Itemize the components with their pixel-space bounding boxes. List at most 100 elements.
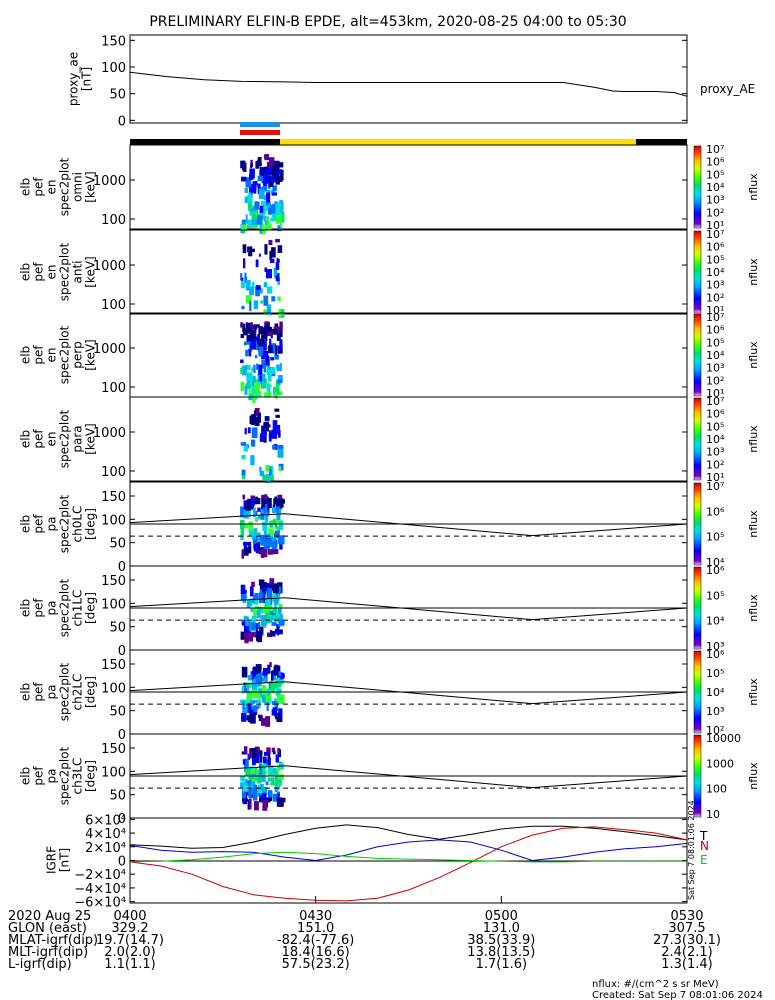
spectrogram-pixel — [253, 410, 256, 419]
spec-panel-ylabel-line: elb — [19, 515, 33, 533]
spectrogram-pixel — [271, 520, 274, 525]
spec-panel-ytick-label: 1000 — [93, 259, 126, 274]
spectrogram-pixel — [271, 622, 277, 626]
igrf-ylabel-line: [nT] — [58, 848, 72, 872]
spectrogram-pixel — [240, 529, 245, 538]
spectrogram-pixel — [276, 793, 280, 798]
spectrogram-pixel — [265, 355, 270, 365]
spec-panel-ylabel-line: en — [45, 348, 59, 363]
spectrogram-pixel — [248, 633, 254, 642]
spectrogram-pixel — [241, 224, 247, 232]
spectrogram-pixel — [263, 340, 267, 351]
spec-panel-ylabel-line: [deg] — [84, 592, 98, 624]
colorbar-tick: 10² — [706, 206, 724, 219]
spec-panel-ylabel-line: pa — [45, 769, 59, 784]
spectrogram-pixel — [243, 682, 248, 693]
spectrogram-pixel — [256, 610, 261, 619]
spectrogram-pixel — [274, 530, 280, 537]
spectrogram-pixel — [259, 170, 262, 176]
spectrogram-pixel — [278, 346, 282, 350]
spectrogram-pixel — [246, 219, 253, 229]
table-cell: -82.4(-77.6) — [277, 933, 354, 948]
spectrogram-pixel — [252, 205, 259, 217]
spectrogram-pixel — [254, 599, 259, 605]
science-zone-blue-bar — [240, 122, 280, 127]
spec-panel-ylabel-line: pef — [32, 766, 46, 786]
spectrogram-pixel — [246, 684, 250, 693]
spectrogram-pixel — [259, 797, 262, 802]
spectrogram-pixel — [249, 168, 255, 179]
spectrogram-pixel — [276, 334, 281, 341]
spec-panel-ytick-label: 0 — [118, 812, 126, 827]
spectrogram-pixel — [241, 713, 247, 722]
spectrogram-pixel — [271, 192, 277, 196]
spectrogram-pixel — [275, 691, 281, 696]
spectrogram-pixel — [256, 363, 259, 370]
spectrogram-pixel — [251, 385, 255, 397]
spectrogram-pixel — [279, 363, 282, 372]
spectrogram-pixel — [261, 538, 264, 543]
spectrogram-pixel — [247, 246, 251, 253]
spec-panel-ylabel-line: en — [45, 180, 59, 195]
panel-frame — [129, 144, 688, 230]
colorbar-tick: 10⁴ — [706, 349, 725, 362]
spectrogram-pixel — [272, 583, 278, 594]
spectrogram-pixel — [261, 359, 266, 369]
spectrogram-pixel — [250, 586, 254, 597]
spectrogram-pixel — [240, 535, 244, 541]
panel-proxy-ae-yticks: 150 100 50 0 — [101, 34, 687, 129]
spectrogram-pixel — [261, 685, 267, 695]
spectrogram-pixel — [272, 750, 276, 755]
spectrogram-pixel — [248, 702, 252, 713]
spec-panel-ytick-label: 150 — [101, 658, 126, 673]
spectrogram-pixel — [276, 766, 280, 771]
spectrogram-pixel — [251, 581, 255, 587]
spectrogram-pixel — [264, 494, 268, 500]
spectrogram-pixel — [277, 448, 284, 458]
spectrogram-pixel — [271, 747, 275, 753]
spectrogram-pixel — [274, 427, 280, 431]
spectrogram-pixel — [249, 415, 255, 425]
colorbar-tick: 10 — [706, 808, 720, 821]
spectrogram-pixel — [261, 717, 267, 726]
spectrogram-pixel — [244, 632, 249, 644]
spectrogram-pixel — [261, 775, 266, 782]
spec-panel-ylabel-line: [keV] — [84, 256, 98, 287]
spectrogram-pixel — [269, 662, 272, 667]
spectrogram-pixel — [267, 753, 271, 763]
spec-panel-ylabel-line: ch3LC — [71, 758, 85, 795]
spectrogram-pixel — [249, 700, 253, 706]
colorbar-tick: 10⁷ — [706, 480, 724, 493]
spectrogram-pixel — [274, 712, 280, 720]
spectrogram-pixel — [259, 795, 265, 803]
panel-igrf: IGRF[nT] 6×10⁴4×10⁴2×10⁴0−2×10⁴−4×10⁴−6×… — [45, 800, 709, 910]
spectrogram-pixel — [244, 758, 249, 768]
colorbar-tick: 10³ — [706, 194, 724, 207]
colorbar-label: nflux — [747, 341, 760, 369]
spectrogram-pixel — [249, 173, 254, 180]
spectrogram-pixel — [265, 473, 271, 483]
spec-panel-ytick-label: 150 — [101, 574, 126, 589]
colorbar-tick: 10⁵ — [706, 336, 724, 349]
colorbar-tick: 10⁵ — [706, 420, 724, 433]
spectrogram-pixel — [273, 267, 278, 276]
spectrogram-data — [240, 662, 285, 727]
spectrogram-pixel — [259, 549, 266, 554]
spectrogram-pixel — [263, 756, 267, 764]
spectrogram-pixel — [271, 329, 277, 335]
spectrogram-pixel — [263, 668, 269, 672]
spectrogram-pixel — [268, 373, 272, 382]
proxy-ae-ytick-label: 50 — [109, 88, 126, 103]
igrf-ytick-label: −4×10⁴ — [74, 882, 126, 897]
spectrogram-pixel — [265, 612, 271, 624]
panel-frame — [129, 229, 688, 315]
colorbar-label: nflux — [747, 510, 760, 538]
colorbar-tick: 10⁶ — [706, 241, 725, 254]
spectrogram-data — [240, 408, 284, 483]
spec-panel-ytick-label: 100 — [101, 597, 126, 612]
spectrogram-pixel — [246, 693, 253, 703]
spectrogram-pixel — [254, 753, 260, 764]
spectrogram-pixel — [243, 367, 247, 373]
spectrogram-pixel — [265, 464, 270, 472]
